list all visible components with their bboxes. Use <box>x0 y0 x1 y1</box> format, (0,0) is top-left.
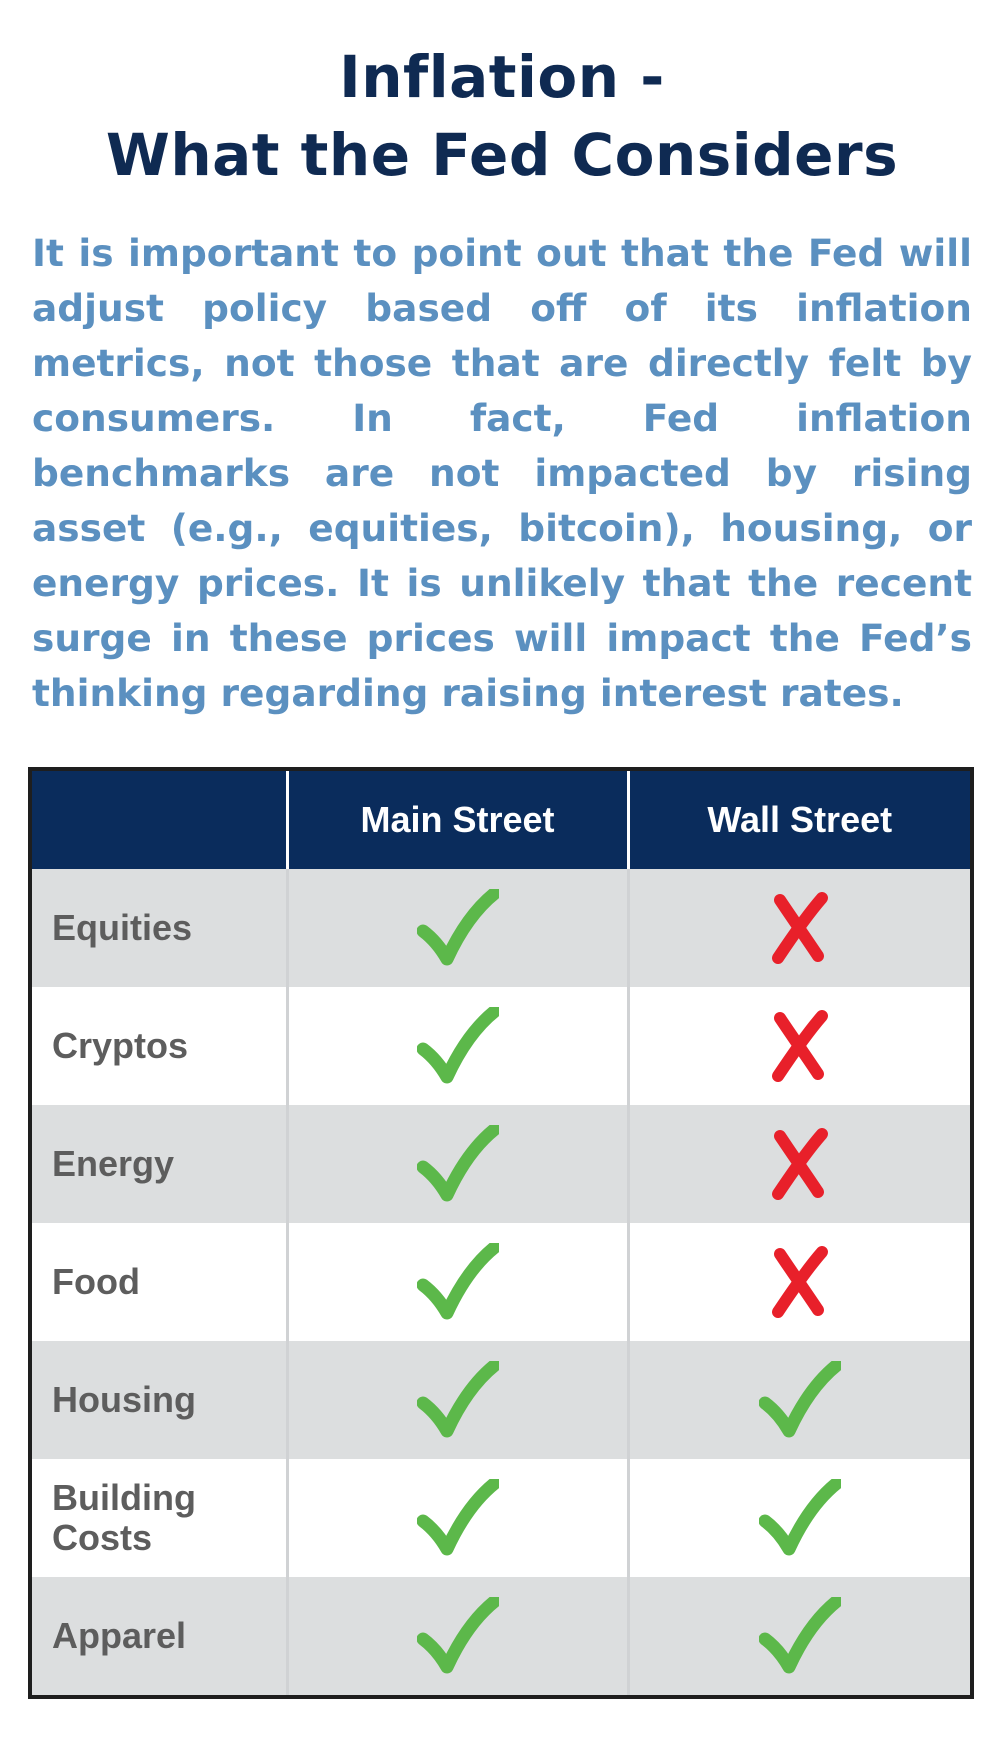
title-line-1: Inflation - <box>339 43 665 111</box>
row-label: Cryptos <box>32 987 287 1105</box>
main-street-cell <box>285 987 628 1105</box>
cross-icon <box>768 1010 832 1082</box>
table-row: Housing <box>32 1341 970 1459</box>
wall-street-cell <box>626 987 970 1105</box>
header-main-street: Main Street <box>285 771 628 869</box>
wall-street-cell <box>626 1105 970 1223</box>
table-row: Cryptos <box>32 987 970 1105</box>
page-title: Inflation - What the Fed Considers <box>0 38 1004 194</box>
check-icon <box>416 1479 499 1556</box>
wall-street-cell <box>626 1459 970 1577</box>
cross-icon <box>768 1246 832 1318</box>
check-icon <box>758 1597 841 1674</box>
table-row: Food <box>32 1223 970 1341</box>
cross-icon <box>768 892 832 964</box>
main-street-cell <box>285 1577 628 1695</box>
table-row: Energy <box>32 1105 970 1223</box>
check-icon <box>416 1243 499 1320</box>
row-label: Building Costs <box>32 1459 287 1577</box>
row-label: Energy <box>32 1105 287 1223</box>
main-street-cell <box>285 1341 628 1459</box>
title-line-2: What the Fed Considers <box>105 121 899 189</box>
wall-street-cell <box>626 869 970 987</box>
main-street-cell <box>285 869 628 987</box>
row-label: Housing <box>32 1341 287 1459</box>
table-row: Apparel <box>32 1577 970 1695</box>
main-street-cell <box>285 1105 628 1223</box>
main-street-cell <box>285 1223 628 1341</box>
header-wall-street: Wall Street <box>626 771 970 869</box>
intro-paragraph: It is important to point out that the Fe… <box>32 231 972 715</box>
header-empty-cell <box>32 771 287 869</box>
cross-icon <box>768 1128 832 1200</box>
main-street-cell <box>285 1459 628 1577</box>
row-label: Equities <box>32 869 287 987</box>
check-icon <box>416 1597 499 1674</box>
row-label: Apparel <box>32 1577 287 1695</box>
wall-street-cell <box>626 1223 970 1341</box>
wall-street-cell <box>626 1577 970 1695</box>
table-header-row: Main Street Wall Street <box>32 771 970 869</box>
check-icon <box>758 1361 841 1438</box>
check-icon <box>416 1007 499 1084</box>
comparison-table: Main Street Wall Street Equities Cryptos E… <box>28 767 974 1699</box>
table-row: Building Costs <box>32 1459 970 1577</box>
check-icon <box>416 1125 499 1202</box>
check-icon <box>758 1479 841 1556</box>
wall-street-cell <box>626 1341 970 1459</box>
row-label: Food <box>32 1223 287 1341</box>
check-icon <box>416 1361 499 1438</box>
table-row: Equities <box>32 869 970 987</box>
check-icon <box>416 889 499 966</box>
